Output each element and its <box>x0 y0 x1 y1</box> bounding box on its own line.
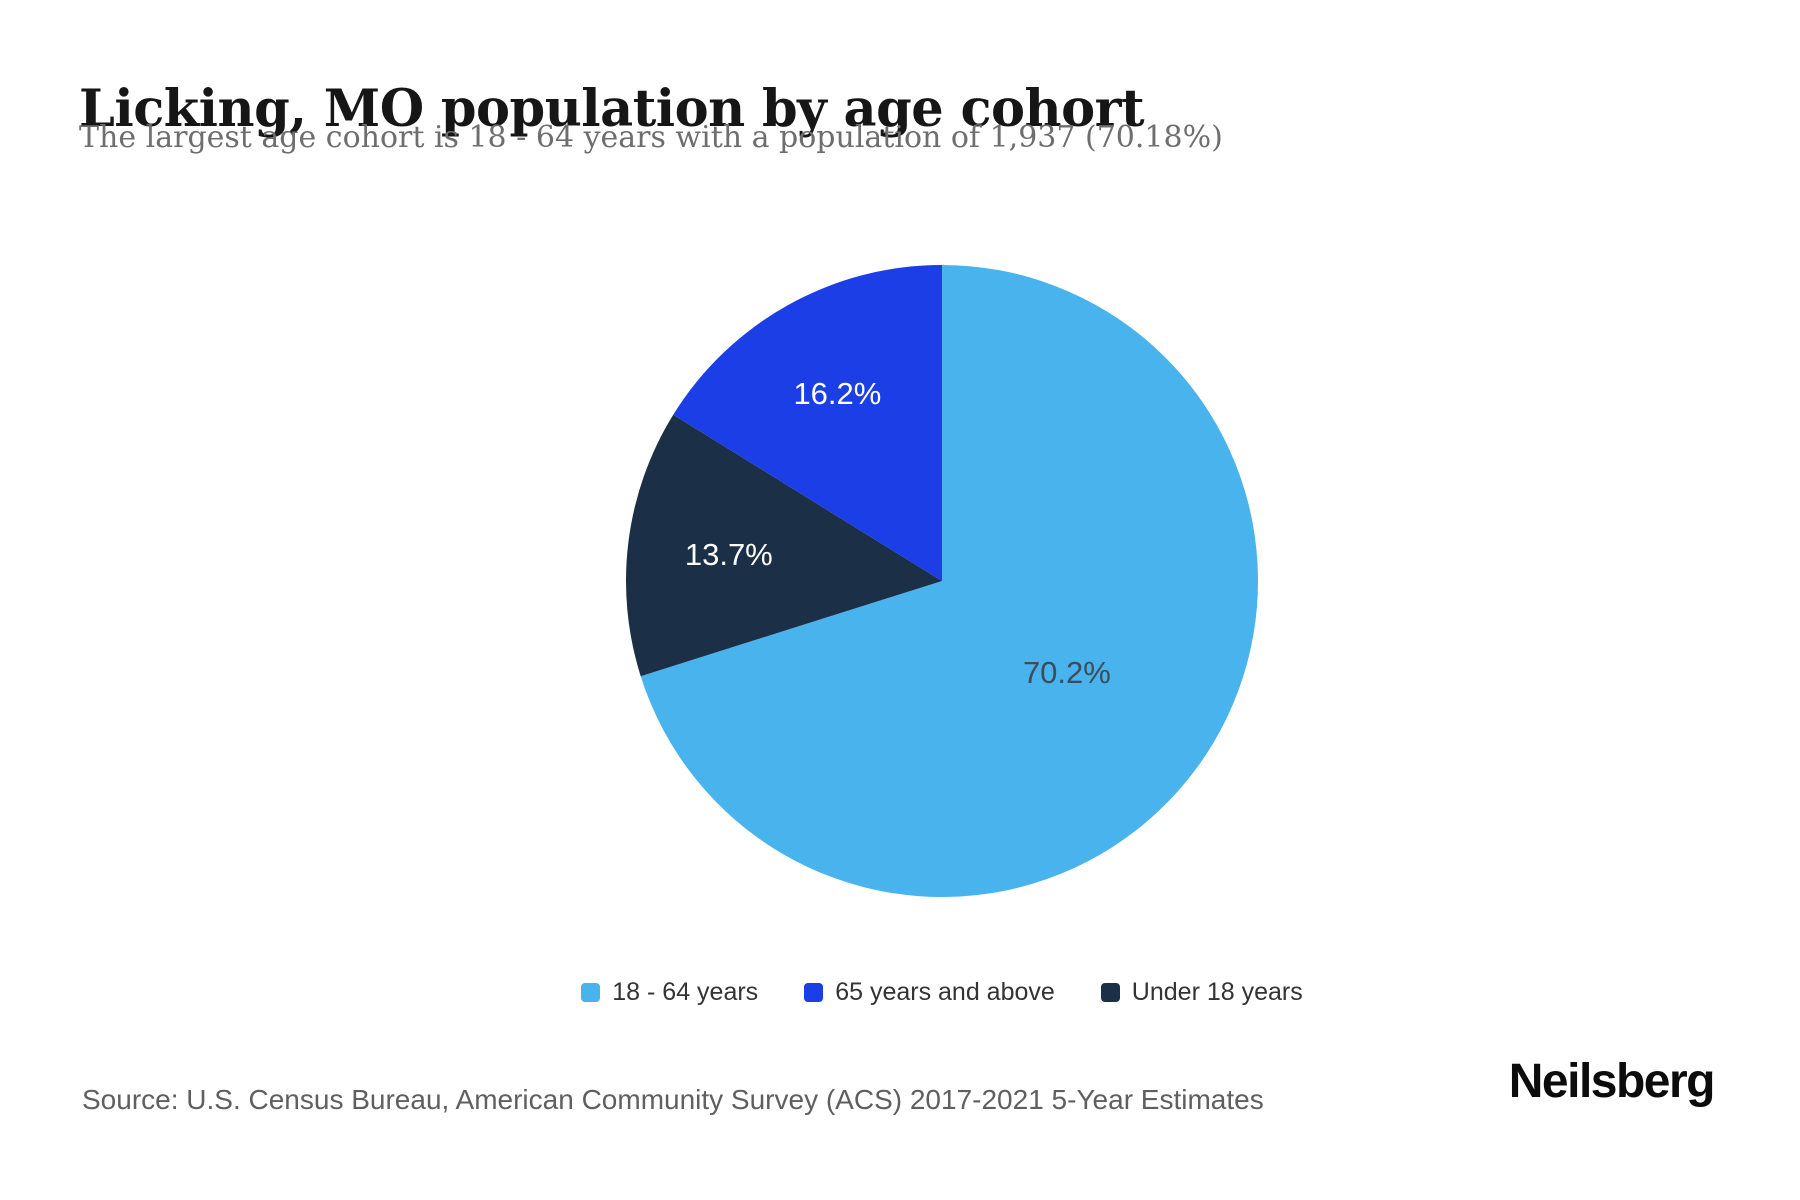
pie-slice-percent-label-under-18-years: 13.7% <box>685 537 773 572</box>
legend-label-65-years-and-above: 65 years and above <box>835 978 1055 1006</box>
legend-swatch-under-18-years <box>1100 983 1120 1002</box>
legend-label-under-18-years: Under 18 years <box>1131 978 1303 1006</box>
legend-item-under-18-years[interactable]: Under 18 years <box>1100 978 1303 1007</box>
pie-slice-18-64-years[interactable] <box>640 265 1259 897</box>
legend-label-18-64-years: 18 - 64 years <box>612 978 759 1006</box>
chart-legend: 18 - 64 years 65 years and above Under 18 … <box>92 978 1792 1007</box>
brand-logo[interactable]: Neilsberg <box>1508 1055 1716 1108</box>
source-note: Source: U.S. Census Bureau, American Com… <box>82 1084 1264 1115</box>
legend-item-18-64-years[interactable]: 18 - 64 years <box>581 978 758 1007</box>
pie-slice-percent-label-18-64-years: 70.2% <box>1023 655 1111 690</box>
page-title: Licking, MO population by age cohort <box>79 79 1145 140</box>
legend-swatch-65-years-and-above <box>804 983 824 1002</box>
legend-item-65-years-and-above[interactable]: 65 years and above <box>804 978 1055 1007</box>
legend-swatch-18-64-years <box>581 983 601 1002</box>
pie-slice-65-years-and-above[interactable] <box>673 265 942 581</box>
pie-chart: 70.2% 13.7% 16.2% <box>625 265 1259 897</box>
chart-subtitle: The largest age cohort is 18 - 64 years … <box>79 120 1223 155</box>
pie-slice-under-18-years[interactable] <box>625 414 942 677</box>
pie-slice-percent-label-65-years-and-above: 16.2% <box>793 376 881 411</box>
